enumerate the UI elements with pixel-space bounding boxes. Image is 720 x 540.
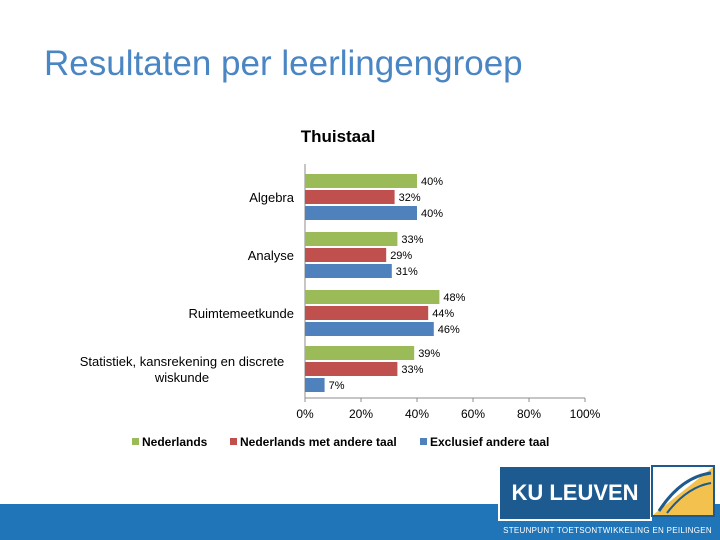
bar: [305, 362, 398, 376]
legend-label: Nederlands met andere taal: [240, 435, 397, 449]
data-label: 7%: [329, 380, 345, 392]
bar: [305, 306, 429, 320]
legend-label: Exclusief andere taal: [430, 435, 549, 449]
legend-swatch: [420, 438, 427, 445]
legend-label: Nederlands: [142, 435, 208, 449]
x-tick-label: 0%: [296, 407, 314, 421]
data-label: 40%: [421, 208, 443, 220]
data-label: 44%: [432, 308, 454, 320]
category-label: Algebra: [249, 190, 295, 205]
bar: [305, 378, 325, 392]
data-label: 31%: [396, 266, 418, 278]
bar: [305, 174, 417, 188]
data-label: 29%: [390, 250, 412, 262]
logo-emblem-icon: [651, 465, 715, 517]
x-tick-label: 100%: [570, 407, 601, 421]
ku-leuven-logo: KU LEUVEN: [498, 465, 652, 521]
bar: [305, 264, 392, 278]
footer-text: STEUNPUNT TOETSONTWIKKELING EN PEILINGEN: [503, 526, 712, 535]
bar: [305, 290, 440, 304]
x-tick-label: 40%: [405, 407, 429, 421]
legend-swatch: [230, 438, 237, 445]
bar: [305, 232, 398, 246]
data-label: 33%: [401, 364, 423, 376]
data-label: 32%: [399, 192, 421, 204]
bar: [305, 206, 417, 220]
category-label: wiskunde: [154, 370, 209, 385]
chart-title: Thuistaal: [301, 127, 376, 146]
x-tick-label: 60%: [461, 407, 485, 421]
data-label: 48%: [443, 292, 465, 304]
data-label: 46%: [438, 324, 460, 336]
category-label: Statistiek, kansrekening en discrete: [80, 354, 285, 369]
category-label: Ruimtemeetkunde: [189, 306, 295, 321]
x-tick-label: 80%: [517, 407, 541, 421]
category-label: Analyse: [248, 248, 294, 263]
bar: [305, 248, 387, 262]
logo-text: KU LEUVEN: [511, 480, 639, 505]
data-label: 39%: [418, 348, 440, 360]
bar: [305, 190, 395, 204]
x-tick-label: 20%: [349, 407, 373, 421]
legend-swatch: [132, 438, 139, 445]
slide-title: Resultaten per leerlingengroep: [44, 44, 523, 83]
bar: [305, 346, 415, 360]
data-label: 33%: [401, 234, 423, 246]
data-label: 40%: [421, 176, 443, 188]
bar: [305, 322, 434, 336]
